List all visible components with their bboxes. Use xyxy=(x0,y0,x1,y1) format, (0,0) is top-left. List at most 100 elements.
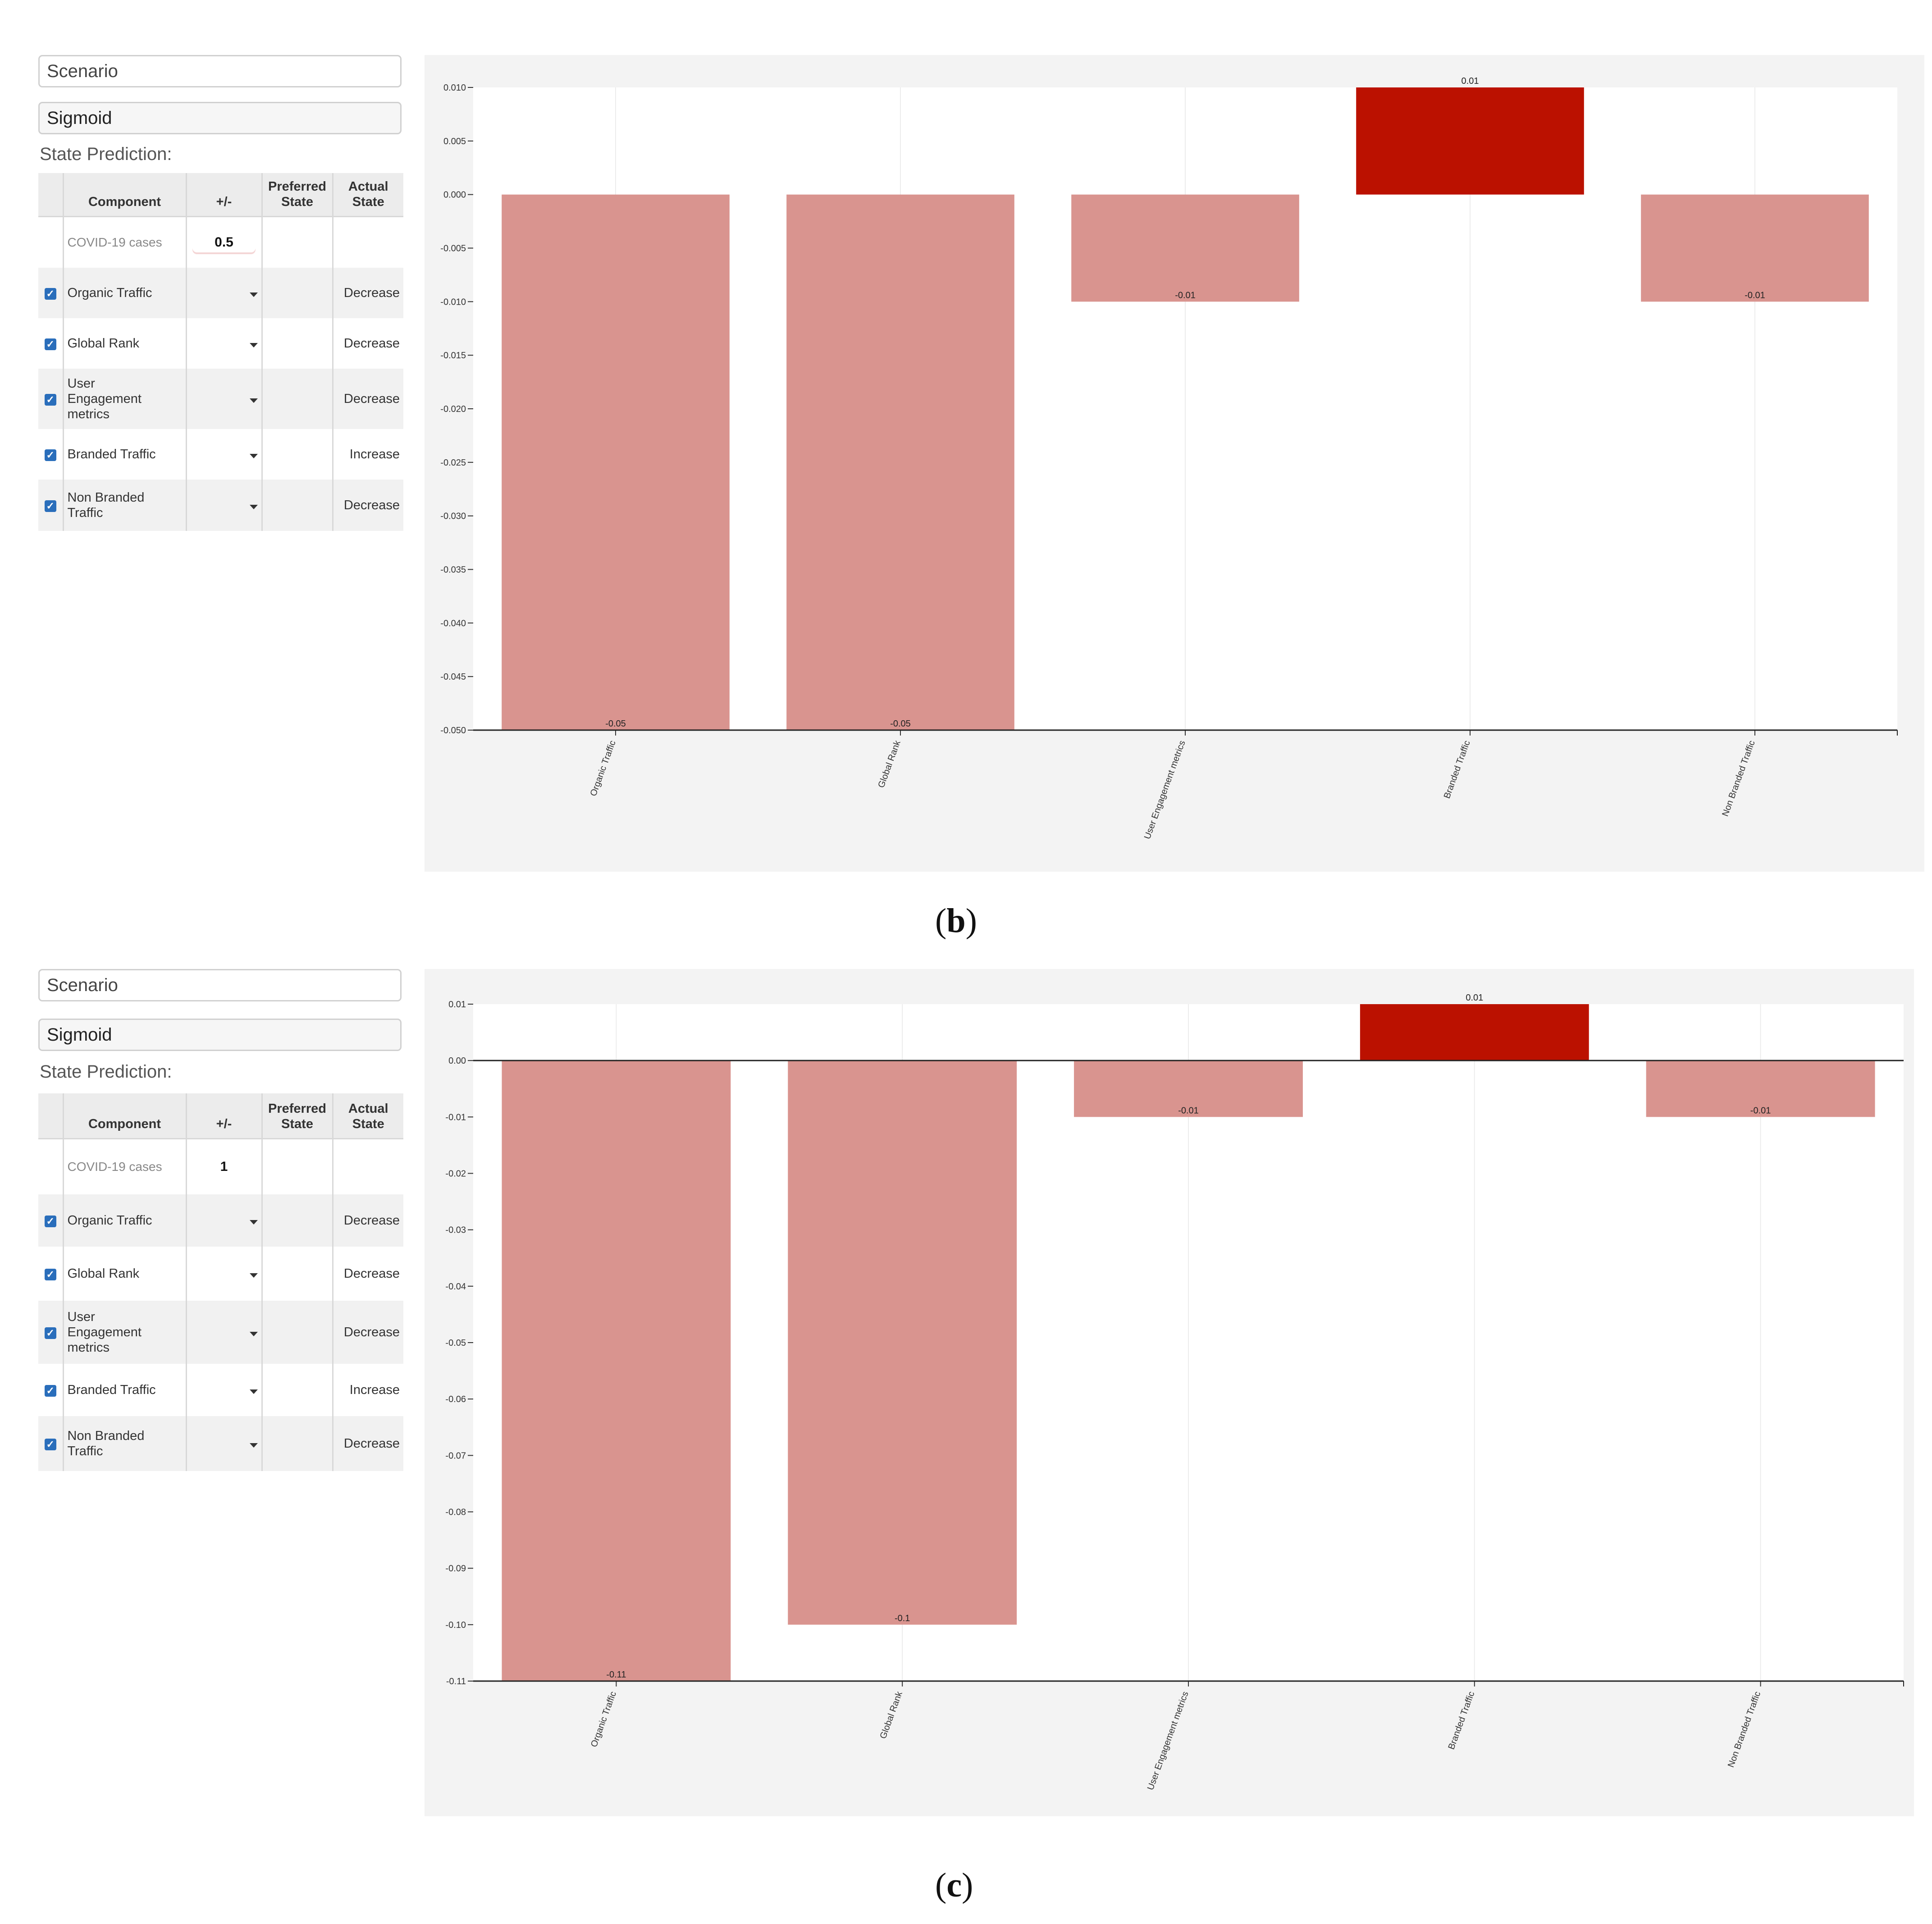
header-component: Component xyxy=(63,1093,187,1139)
checkbox[interactable]: ✓ xyxy=(44,1327,56,1339)
actual-state: Decrease xyxy=(333,480,403,531)
dropdown-caret-icon[interactable] xyxy=(249,1443,258,1448)
header-preferred-state: Preferred State xyxy=(262,173,333,217)
component-table: Component +/- Preferred State Actual Sta… xyxy=(38,173,403,531)
bar xyxy=(1071,194,1299,302)
table-row: ✓ Non Branded Traffic Decrease xyxy=(38,1416,403,1471)
preferred-state[interactable] xyxy=(262,1301,333,1364)
checkbox[interactable]: ✓ xyxy=(44,1385,56,1397)
checkbox[interactable]: ✓ xyxy=(44,338,56,350)
preferred-state[interactable] xyxy=(262,480,333,531)
preferred-state[interactable] xyxy=(262,1194,333,1247)
covid-value-input[interactable]: 1 xyxy=(195,1155,253,1179)
y-tick-label: -0.03 xyxy=(445,1225,466,1235)
preferred-state[interactable] xyxy=(262,1247,333,1301)
component-name: Organic Traffic xyxy=(63,1194,187,1247)
data-label: 0.01 xyxy=(1466,993,1483,1003)
data-label: -0.05 xyxy=(605,719,626,729)
header-actual-state: Actual State xyxy=(333,173,403,217)
header-actual-state: Actual State xyxy=(333,1093,403,1139)
preferred-state[interactable] xyxy=(262,429,333,480)
dropdown-caret-icon[interactable] xyxy=(249,505,258,509)
component-name: Branded Traffic xyxy=(63,429,187,480)
dropdown-caret-icon[interactable] xyxy=(249,343,258,347)
scenario-select[interactable]: Scenario xyxy=(38,969,402,1001)
covid-label: COVID-19 cases xyxy=(63,216,187,268)
preferred-state[interactable] xyxy=(262,369,333,429)
checkbox[interactable]: ✓ xyxy=(44,1439,56,1450)
x-tick-label: Global Rank xyxy=(876,739,903,789)
actual-state: Decrease xyxy=(343,1266,400,1281)
header-component: Component xyxy=(63,173,187,217)
data-label: -0.1 xyxy=(895,1613,910,1623)
y-tick-label: -0.09 xyxy=(445,1564,466,1574)
preferred-state[interactable] xyxy=(262,1364,333,1416)
preferred-state[interactable] xyxy=(262,318,333,369)
component-table: Component +/- Preferred State Actual Sta… xyxy=(38,1093,403,1471)
dropdown-caret-icon[interactable] xyxy=(249,454,258,458)
actual-state: Increase xyxy=(349,1383,400,1397)
actual-state: Decrease xyxy=(333,268,403,318)
x-tick-label: Organic Traffic xyxy=(589,1690,618,1748)
table-row: ✓ Organic Traffic Decrease xyxy=(38,1194,403,1247)
dropdown-caret-icon[interactable] xyxy=(249,1389,258,1394)
bar xyxy=(1074,1060,1303,1117)
component-name: Non Branded Traffic xyxy=(63,480,187,531)
figure-caption: (b) xyxy=(935,902,977,940)
table-row: ✓ Non Branded Traffic Decrease xyxy=(38,480,403,531)
checkbox[interactable]: ✓ xyxy=(44,1269,56,1280)
checkbox[interactable]: ✓ xyxy=(44,288,56,300)
actual-state: Increase xyxy=(349,447,400,462)
y-tick-label: -0.040 xyxy=(440,618,466,628)
dropdown-caret-icon[interactable] xyxy=(249,1220,258,1225)
scenario-select[interactable]: Scenario xyxy=(38,55,402,87)
x-tick-label: User Engagement metrics xyxy=(1146,1690,1191,1791)
covid-label: COVID-19 cases xyxy=(63,1138,187,1194)
dropdown-caret-icon[interactable] xyxy=(249,398,258,403)
table-row: ✓ User Engagement metrics Decrease xyxy=(38,1301,403,1364)
component-name: Non Branded Traffic xyxy=(63,1416,187,1471)
table-row: ✓ Branded Traffic Increase xyxy=(38,429,403,480)
bar xyxy=(1641,194,1869,302)
component-name: Organic Traffic xyxy=(63,268,187,318)
bar xyxy=(1646,1060,1875,1117)
function-select[interactable]: Sigmoid xyxy=(38,102,402,134)
data-label: -0.01 xyxy=(1178,1106,1199,1115)
checkbox[interactable]: ✓ xyxy=(44,1216,56,1227)
data-label: -0.11 xyxy=(606,1670,626,1680)
y-tick-label: -0.020 xyxy=(440,404,466,414)
y-tick-label: -0.06 xyxy=(445,1394,466,1404)
header-plus-minus: +/- xyxy=(186,173,263,217)
y-tick-label: -0.015 xyxy=(440,351,466,361)
table-row: ✓ Branded Traffic Increase xyxy=(38,1364,403,1416)
actual-state: Decrease xyxy=(333,1301,403,1364)
covid-value-input[interactable]: 0.5 xyxy=(192,230,256,254)
checkbox[interactable]: ✓ xyxy=(44,394,56,406)
chart-panel-b: 0.010 0.005 0.000 -0.005 -0.010 -0.015 -0.020 -… xyxy=(425,55,1924,872)
checkbox[interactable]: ✓ xyxy=(44,500,56,512)
preferred-state[interactable] xyxy=(262,1416,333,1471)
table-row: ✓ User Engagement metrics Decrease xyxy=(38,369,403,429)
header-spacer xyxy=(38,1093,64,1139)
y-tick-label: 0.01 xyxy=(448,1000,466,1010)
table-row: ✓ Global Rank Decrease xyxy=(38,1247,403,1301)
y-tick-label: -0.035 xyxy=(440,565,466,575)
bar xyxy=(1360,1004,1589,1061)
y-tick-label: 0.005 xyxy=(443,137,466,146)
bar xyxy=(1356,87,1584,195)
y-tick-label: -0.025 xyxy=(440,458,466,468)
dropdown-caret-icon[interactable] xyxy=(249,292,258,297)
data-label: 0.01 xyxy=(1462,76,1479,86)
dropdown-caret-icon[interactable] xyxy=(249,1332,258,1336)
x-tick-label: Organic Traffic xyxy=(589,739,618,797)
state-prediction-label: State Prediction: xyxy=(40,144,172,164)
x-tick-label: User Engagement metrics xyxy=(1142,739,1188,841)
y-tick-label: -0.07 xyxy=(445,1451,466,1461)
function-select[interactable]: Sigmoid xyxy=(38,1019,402,1051)
component-name: Global Rank xyxy=(63,318,187,369)
preferred-state[interactable] xyxy=(262,268,333,318)
state-prediction-label: State Prediction: xyxy=(40,1062,172,1082)
dropdown-caret-icon[interactable] xyxy=(249,1273,258,1278)
y-tick-label: -0.10 xyxy=(445,1620,466,1630)
checkbox[interactable]: ✓ xyxy=(44,449,56,461)
